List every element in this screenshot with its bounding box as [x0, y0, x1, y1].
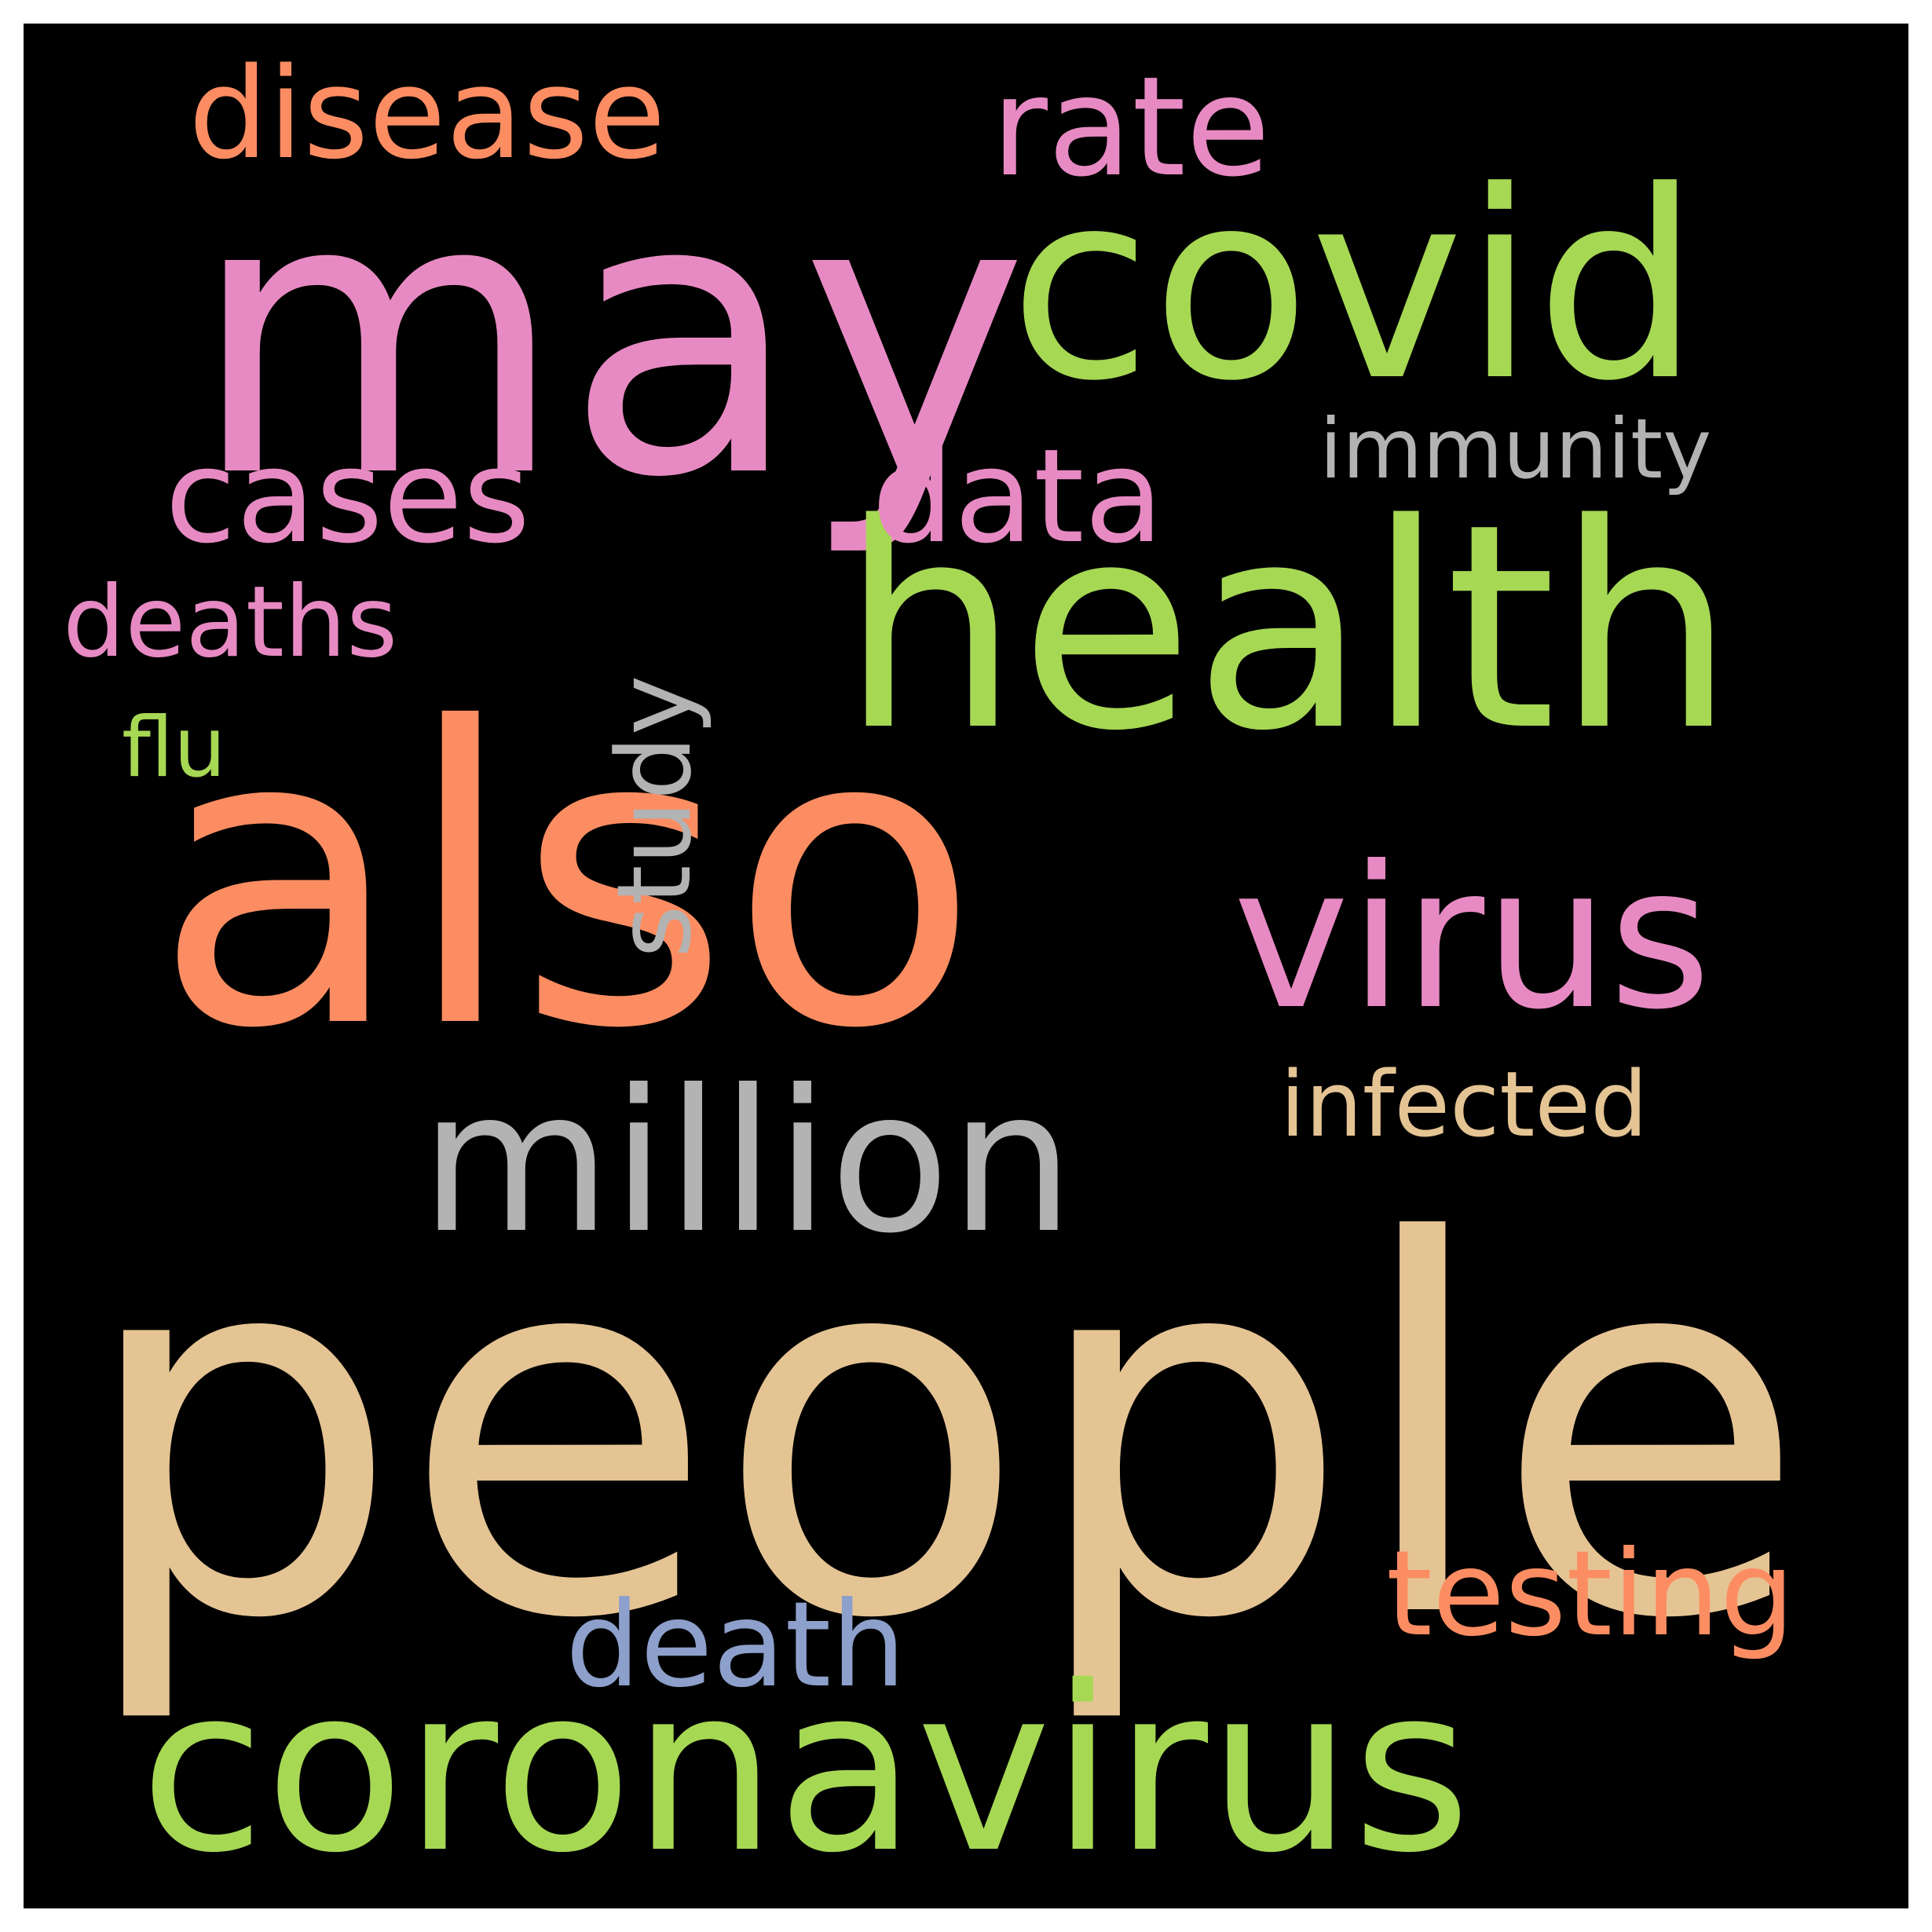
word-people: people [77, 1136, 1808, 1730]
word-may: may [190, 113, 1029, 562]
word-rate: rate [991, 48, 1271, 207]
word-disease: disease [188, 40, 666, 187]
word-data: data [872, 421, 1164, 572]
word-million: million [420, 1048, 1074, 1276]
word-death: death [565, 1577, 906, 1714]
word-coronavirus: coronavirus [140, 1638, 1471, 1903]
word-immunity: immunity [1319, 401, 1712, 497]
word-study: study [595, 675, 714, 958]
word-infected: infected [1280, 1052, 1648, 1158]
word-virus: virus [1233, 824, 1711, 1052]
word-flu: flu [122, 700, 226, 796]
word-testing: testing [1386, 1526, 1795, 1663]
word-covid: covid [1009, 136, 1700, 437]
word-cloud: people also may health covid coronavirus… [24, 24, 1908, 1908]
word-health: health [840, 463, 1736, 792]
word-deaths: deaths [63, 565, 398, 679]
word-also: also [153, 642, 980, 1118]
word-cases: cases [165, 421, 531, 572]
